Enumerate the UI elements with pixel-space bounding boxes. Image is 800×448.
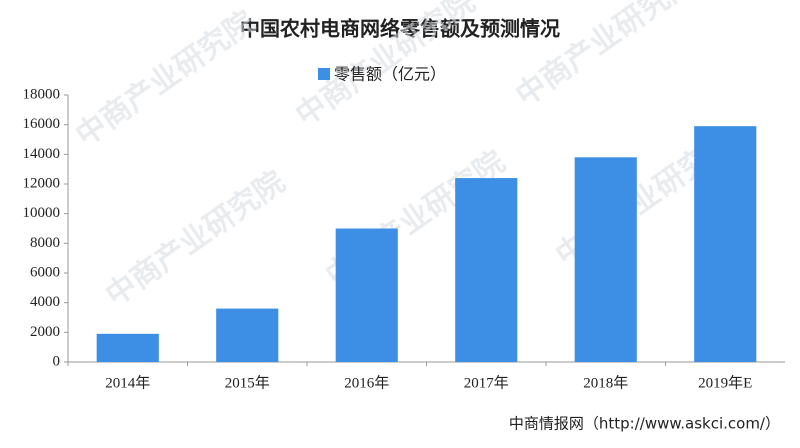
bar: [96, 333, 159, 362]
y-tick-label: 4000: [30, 294, 60, 310]
y-tick-label: 2000: [30, 324, 60, 340]
bar: [694, 126, 757, 363]
y-tick-label: 8000: [30, 235, 60, 251]
x-tick-label: 2016年: [344, 374, 389, 391]
source: 中商情报网（http://www.askci.com/）: [509, 415, 780, 433]
x-tick-label: 2018年: [583, 374, 628, 391]
legend-swatch: [318, 68, 330, 80]
y-tick-label: 14000: [23, 146, 61, 162]
y-tick-label: 10000: [23, 205, 61, 221]
legend-label: 零售额（亿元）: [334, 65, 446, 84]
x-tick-label: 2014年: [105, 374, 150, 391]
y-tick-label: 6000: [30, 264, 60, 280]
watermark: 中商产业研究院: [99, 164, 291, 313]
y-tick-label: 16000: [23, 116, 61, 132]
y-tick-label: 12000: [23, 175, 61, 191]
chart-title: 中国农村电商网络零售额及预测情况: [240, 17, 560, 41]
x-tick-label: 2019年E: [698, 374, 752, 391]
x-tick-label: 2015年: [225, 374, 270, 391]
bar: [574, 157, 637, 362]
y-tick-label: 0: [53, 353, 61, 369]
y-tick-label: 18000: [23, 86, 61, 102]
x-tick-label: 2017年: [464, 374, 509, 391]
bar: [216, 308, 279, 362]
watermark: 中商产业研究院: [69, 4, 261, 153]
bar: [335, 228, 398, 362]
bar: [455, 178, 518, 362]
